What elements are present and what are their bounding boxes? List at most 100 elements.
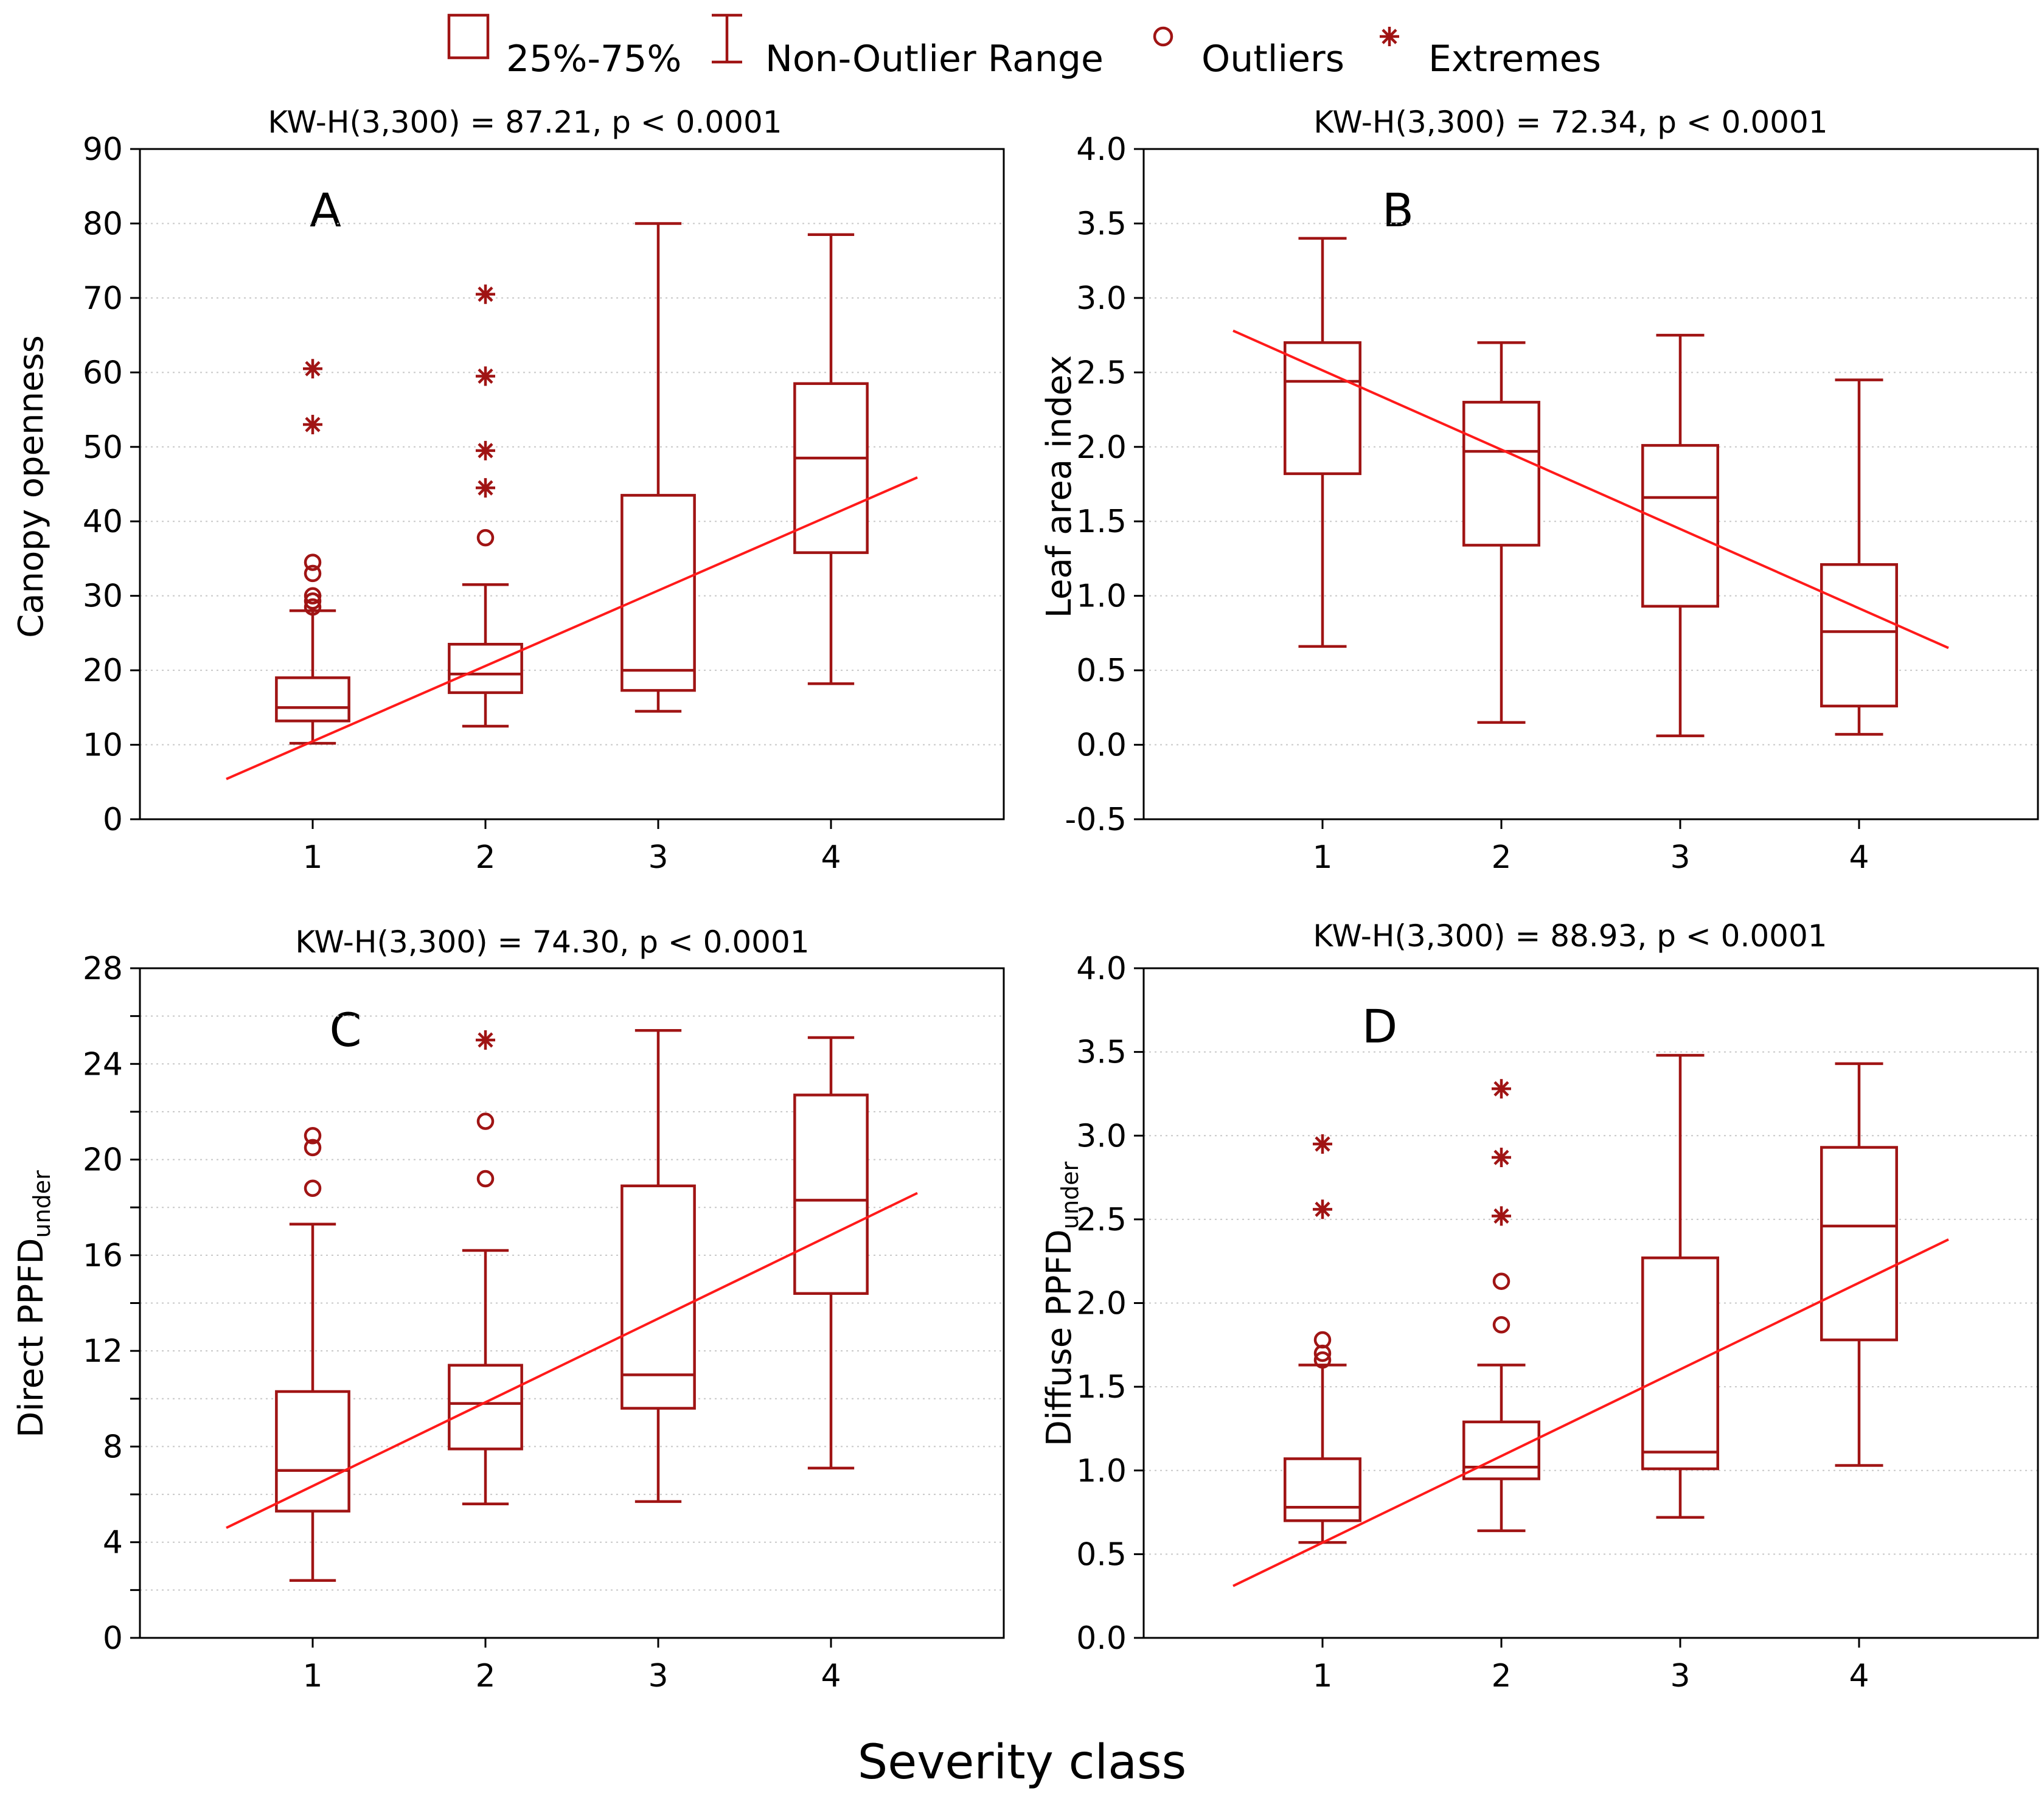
panel-d-box-group — [1641, 1053, 1719, 1519]
panel-c-ytick-label: 16 — [83, 1238, 123, 1274]
panel-d-box-group — [1820, 1062, 1898, 1467]
panel-c-ytick-label: 24 — [83, 1046, 123, 1083]
panel-c-box — [275, 1390, 350, 1513]
panel-c-outlier — [304, 1179, 322, 1198]
panel-b-box-group — [1641, 333, 1719, 738]
panel-d-outlier — [1313, 1351, 1332, 1369]
panel-c-xtick-label: 2 — [475, 1658, 495, 1694]
panel-d-extreme-stroke — [1315, 1136, 1330, 1152]
panel-d-box-group — [1284, 1134, 1361, 1544]
panel-c-ytick-label: 28 — [83, 951, 123, 987]
panel-c-ylabel: Direct PPFDunder — [12, 1170, 55, 1438]
panel-a-extreme — [476, 366, 495, 386]
panel-c-ytick-label: 4 — [103, 1525, 123, 1561]
panel-b-ytick-label: 2.5 — [1076, 355, 1127, 391]
panel-b-ytick-label: 1.5 — [1076, 504, 1127, 540]
panel-b-xtick-label: 2 — [1491, 839, 1511, 876]
panel-d-fit-line — [1232, 1238, 1949, 1587]
panel-b-box — [1820, 563, 1898, 708]
panel-a-xtick-label: 4 — [821, 839, 841, 876]
panel-a-extreme — [303, 359, 322, 379]
panel-a-box-group — [793, 233, 869, 685]
panel-b-box — [1641, 444, 1719, 608]
panel-a-ytick-label: 30 — [83, 578, 123, 615]
panel-a-extreme-stroke — [478, 286, 493, 302]
panel-c-xtick-label: 1 — [302, 1658, 322, 1694]
panel-d-ytick-label: 2.5 — [1076, 1202, 1127, 1238]
panel-d-outlier — [1492, 1316, 1510, 1334]
panel-b-stat: KW-H(3,300) = 72.34, p < 0.0001 — [1313, 105, 1827, 140]
panel-d-xtick-label: 2 — [1491, 1658, 1511, 1694]
panel-c-box — [793, 1094, 869, 1295]
panel-b-fit-line — [1232, 329, 1949, 650]
panel-a-ytick-label: 20 — [83, 653, 123, 689]
panel-a-xtick-label: 2 — [475, 839, 495, 876]
panel-d-ytick-label: 1.5 — [1076, 1369, 1127, 1406]
panel-b-box-group — [1462, 341, 1540, 724]
panel-c-box — [448, 1364, 523, 1451]
panel-a-fit-line — [226, 476, 918, 780]
panel-c-fit-line — [226, 1191, 918, 1529]
panel-b-ytick-label: 1.0 — [1076, 578, 1127, 615]
panel-a-frame — [139, 148, 1005, 820]
panel-a-extreme — [476, 440, 495, 460]
panel-a-extreme — [476, 284, 495, 304]
panel-a: KW-H(3,300) = 87.21, p < 0.0001 A Canopy… — [12, 105, 1005, 876]
panel-c-outlier — [304, 1127, 322, 1145]
panel-b-ytick-label: 3.5 — [1076, 206, 1127, 242]
panel-c-ytick-label: 12 — [83, 1333, 123, 1370]
panel-b-box-group — [1284, 237, 1361, 648]
legend-whisker-swatch — [712, 13, 742, 64]
panel-c-ytick-label: 20 — [83, 1142, 123, 1179]
panel-d-stat: KW-H(3,300) = 88.93, p < 0.0001 — [1313, 918, 1827, 954]
panel-d-ytick-label: 2.0 — [1076, 1286, 1127, 1322]
panel-b-letter: B — [1382, 183, 1414, 237]
panel-c-box-group — [275, 1127, 350, 1582]
legend: 25%-75% Non-Outlier Range Outliers Extre… — [447, 13, 1601, 80]
panel-c-box-group — [793, 1036, 869, 1470]
panel-d-extreme — [1492, 1148, 1511, 1168]
panel-d: KW-H(3,300) = 88.93, p < 0.0001 D Diffus… — [1040, 918, 2039, 1694]
panel-d-ylabel: Diffuse PPFDunder — [1040, 1161, 1083, 1446]
panel-d-box — [1641, 1256, 1719, 1471]
panel-d-box — [1462, 1420, 1540, 1480]
panel-c-letter: C — [329, 1003, 361, 1057]
panel-b-ylabel: Leaf area index — [1040, 355, 1079, 618]
panel-b-ytick-label: 3.0 — [1076, 280, 1127, 317]
panel-a-xtick-label: 1 — [302, 839, 322, 876]
panel-a-extreme-stroke — [305, 361, 321, 376]
panel-c-extreme-stroke — [478, 1032, 493, 1048]
panel-a-box — [620, 494, 696, 692]
panel-c-outlier — [304, 1139, 322, 1157]
panel-d-ytick-label: 3.5 — [1076, 1035, 1127, 1071]
panel-a-ytick-label: 70 — [83, 280, 123, 317]
panel-d-xtick-label: 3 — [1670, 1658, 1690, 1694]
panel-c-ytick-label: 0 — [103, 1620, 123, 1657]
legend-label-quartiles: 25%-75% — [506, 38, 681, 80]
panel-a-ytick-label: 90 — [83, 131, 123, 168]
panel-d-letter: D — [1362, 999, 1398, 1053]
panel-c-xtick-label: 4 — [821, 1658, 841, 1694]
panel-a-outlier — [304, 587, 322, 605]
panel-b-xtick-label: 1 — [1312, 839, 1332, 876]
panel-d-extreme-stroke — [1315, 1201, 1330, 1217]
panel-d-outlier — [1492, 1272, 1510, 1290]
panel-a-outlier — [304, 564, 322, 583]
panel-d-extreme — [1492, 1206, 1511, 1226]
legend-star-swatch — [1380, 27, 1399, 46]
legend-label-outliers: Outliers — [1201, 38, 1344, 80]
panel-a-outlier — [476, 529, 495, 547]
panel-a-extreme-stroke — [478, 443, 493, 459]
panel-c-box — [620, 1184, 696, 1410]
legend-label-range: Non-Outlier Range — [765, 38, 1104, 80]
panel-a-box — [275, 676, 350, 723]
panel-a-letter: A — [310, 183, 341, 237]
panel-a-xtick-label: 3 — [648, 839, 668, 876]
panel-c-outlier — [476, 1170, 495, 1188]
panel-b-xtick-label: 3 — [1670, 839, 1690, 876]
panel-b-xtick-label: 4 — [1849, 839, 1869, 876]
panel-b-box — [1462, 401, 1540, 547]
panel-a-ytick-label: 10 — [83, 727, 123, 764]
panel-a-outlier — [304, 553, 322, 571]
